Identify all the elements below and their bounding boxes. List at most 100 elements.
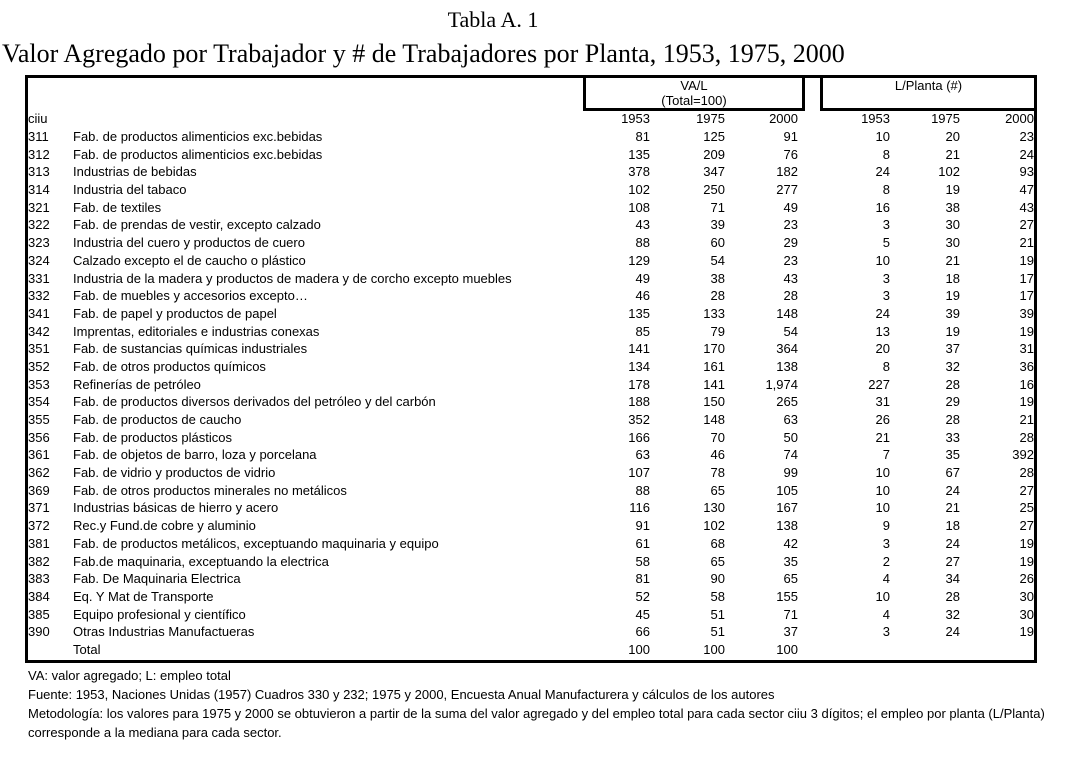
- industry-label: Fab. de productos alimenticios exc.bebid…: [73, 129, 323, 145]
- l-planta-1953-value: 10: [875, 500, 890, 516]
- va-l-1975-value: 161: [703, 358, 725, 374]
- column-gap: [798, 322, 818, 340]
- va-l-year-2000-header: 2000: [769, 111, 798, 127]
- ciiu-code: 361: [28, 447, 50, 463]
- ciiu-column-header: ciiu: [28, 111, 48, 127]
- va-l-1975-value: 170: [703, 341, 725, 357]
- va-l-2000-value: 91: [783, 129, 798, 145]
- l-planta-1953-value: 3: [882, 624, 890, 640]
- va-l-1953-value: 66: [635, 624, 650, 640]
- column-gap: [798, 110, 818, 128]
- l-planta-2000-value: 36: [1019, 358, 1034, 374]
- table-row: 371 Industrias básicas de hierro y acero 1…: [28, 499, 1034, 517]
- table-row: 342 Imprentas, editoriales e industrias c…: [28, 322, 1034, 340]
- table-row: 324 Calzado excepto el de caucho o plásti…: [28, 252, 1034, 270]
- va-l-2000-value: 277: [776, 182, 798, 198]
- l-planta-1953-value: 13: [875, 323, 890, 339]
- l-planta-1975-value: 34: [945, 571, 960, 587]
- l-planta-1953-value: [818, 641, 890, 659]
- va-l-1975-value: 71: [710, 199, 725, 215]
- column-gap: [798, 305, 818, 323]
- table-row: 354 Fab. de productos diversos derivados …: [28, 393, 1034, 411]
- footnote-abbreviations: VA: valor agregado; L: empleo total: [28, 668, 231, 683]
- va-l-1953-value: 102: [628, 182, 650, 198]
- l-planta-1975-value: 35: [945, 447, 960, 463]
- industry-label: Industria del cuero y productos de cuero: [73, 235, 305, 251]
- l-planta-1953-value: 3: [882, 270, 890, 286]
- va-l-2000-value: 43: [783, 270, 798, 286]
- year-header-row: ciiu 1953 1975 2000 1953 1975 2000: [28, 110, 1034, 128]
- l-planta-1953-value: 8: [882, 182, 890, 198]
- va-l-1975-value: 347: [703, 164, 725, 180]
- l-planta-year-1975-header: 1975: [931, 111, 960, 127]
- footnotes: VA: valor agregado; L: empleo total Fuen…: [28, 666, 1052, 742]
- va-l-2000-value: 99: [783, 465, 798, 481]
- industry-label: Fab. de vidrio y productos de vidrio: [73, 465, 276, 481]
- va-l-2000-value: 167: [776, 500, 798, 516]
- va-l-1975-value: 46: [710, 447, 725, 463]
- l-planta-2000-value: 30: [1019, 588, 1034, 604]
- ciiu-code: 311: [28, 129, 49, 145]
- l-planta-2000-value: 28: [1019, 465, 1034, 481]
- va-l-1953-value: 134: [628, 358, 650, 374]
- l-planta-1975-value: 102: [938, 164, 960, 180]
- va-l-2000-value: 54: [783, 323, 798, 339]
- l-planta-2000-value: 30: [1019, 606, 1034, 622]
- industry-label: Refinerías de petróleo: [73, 376, 201, 392]
- l-planta-2000-value: 27: [1019, 217, 1034, 233]
- column-gap: [798, 588, 818, 606]
- table-grid: ciiu 1953 1975 2000 1953 1975 2000 311 Fa…: [28, 110, 1034, 658]
- ciiu-code: 342: [28, 323, 50, 339]
- column-gap: [798, 216, 818, 234]
- ciiu-code: 321: [28, 199, 50, 215]
- label-column-header: [73, 110, 558, 128]
- l-planta-1953-value: 8: [882, 358, 890, 374]
- l-planta-2000-value: 26: [1019, 571, 1034, 587]
- column-gap: [798, 234, 818, 252]
- l-planta-2000-value: 93: [1019, 164, 1034, 180]
- l-planta-1953-value: 24: [875, 164, 890, 180]
- industry-label: Fab. de textiles: [73, 199, 162, 215]
- va-l-1975-value: 51: [710, 606, 725, 622]
- va-l-2000-value: 105: [776, 482, 798, 498]
- l-planta-1975-value: 29: [945, 394, 960, 410]
- industry-label: Fab. de papel y productos de papel: [73, 305, 277, 321]
- ciiu-code: 372: [28, 518, 50, 534]
- va-l-1953-value: 91: [635, 518, 650, 534]
- l-planta-1975-value: 30: [945, 217, 960, 233]
- va-l-1975-value: 102: [703, 518, 725, 534]
- l-planta-2000-value: 19: [1019, 553, 1034, 569]
- va-l-year-1953-header: 1953: [621, 111, 650, 127]
- column-gap: [798, 464, 818, 482]
- l-planta-1953-value: 7: [882, 447, 890, 463]
- l-planta-1953-value: 8: [882, 146, 890, 162]
- ciiu-code: 313: [28, 164, 50, 180]
- va-l-1953-value: 61: [635, 535, 650, 551]
- va-l-1975-value: 148: [703, 412, 725, 428]
- va-l-1953-value: 352: [628, 412, 650, 428]
- column-gap: [798, 428, 818, 446]
- l-planta-1953-value: 16: [875, 199, 890, 215]
- l-planta-1975-value: 28: [945, 412, 960, 428]
- industry-label: Industrias básicas de hierro y acero: [73, 500, 279, 516]
- va-l-1953-value: 49: [635, 270, 650, 286]
- l-planta-1953-value: 3: [882, 217, 890, 233]
- ciiu-code: 385: [28, 606, 50, 622]
- column-gap: [798, 269, 818, 287]
- table-number-title: Tabla A. 1: [447, 7, 539, 32]
- table-row: 382 Fab.de maquinaria, exceptuando la ele…: [28, 552, 1034, 570]
- industry-label: Industria de la madera y productos de ma…: [73, 270, 512, 286]
- l-planta-2000-value: 17: [1019, 288, 1034, 304]
- va-l-2000-value: 42: [783, 535, 798, 551]
- l-planta-1953-value: 26: [875, 412, 890, 428]
- industry-label: Industria del tabaco: [73, 182, 187, 198]
- l-planta-2000-value: 16: [1019, 376, 1034, 392]
- ciiu-code: 369: [28, 482, 50, 498]
- ciiu-code: [28, 641, 73, 659]
- va-l-2000-value: 182: [776, 164, 798, 180]
- va-l-1953-value: 178: [628, 376, 650, 392]
- column-gap: [798, 411, 818, 429]
- table-row: 362 Fab. de vidrio y productos de vidrio 1…: [28, 464, 1034, 482]
- column-gap: [798, 570, 818, 588]
- va-l-2000-value: 63: [783, 412, 798, 428]
